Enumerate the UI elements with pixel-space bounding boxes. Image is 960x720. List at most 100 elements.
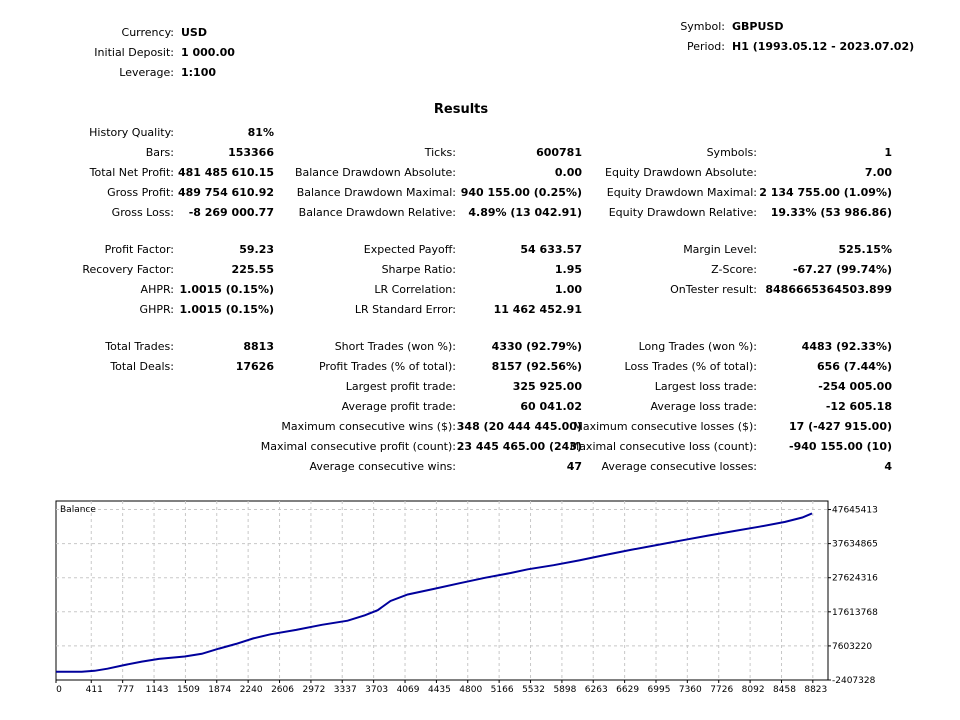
stat-value: 489 754 610.92 [177,186,274,199]
x-tick-label: 8823 [804,685,827,695]
stat-label: Profit Factor: [104,243,174,256]
chart-title: Balance [60,505,96,515]
stat-label: Largest profit trade: [345,380,456,393]
stat-label: Expected Payoff: [363,243,456,256]
y-tick-label: 37634865 [832,540,878,550]
stat-value: -67.27 (99.74%) [792,263,892,276]
stat-label: Loss Trades (% of total): [624,360,757,373]
y-tick-label: 47645413 [832,506,878,516]
y-tick-label: 27624316 [832,574,878,584]
stat-label: Balance Drawdown Absolute: [294,166,456,179]
x-tick-label: 2972 [302,685,325,695]
stat-value: 348 (20 444 445.00) [456,420,582,433]
x-tick-label: 5532 [522,685,545,695]
x-tick-label: 4800 [459,685,482,695]
stat-value: 60 041.02 [520,400,582,413]
stat-label: Balance Drawdown Maximal: [296,186,456,199]
x-tick-label: 1509 [177,685,200,695]
stat-value: 23 445 465.00 (243) [456,440,582,453]
stat-value: 1.0015 (0.15%) [179,303,275,316]
stat-value: 940 155.00 (0.25%) [460,186,582,199]
stat-value: 2 134 755.00 (1.09%) [759,186,892,199]
chart-frame [55,500,829,681]
stat-label: Balance Drawdown Relative: [298,206,456,219]
x-tick-label: 3703 [365,685,388,695]
stat-label: Equity Drawdown Relative: [608,206,757,219]
stat-label: Bars: [145,146,174,159]
stat-label: Short Trades (won %): [334,340,456,353]
stat-label: GHPR: [139,303,174,316]
stat-value: 4 [884,460,892,473]
stat-label: Z-Score: [711,263,757,276]
stat-label: Average consecutive losses: [601,460,757,473]
x-tick-label: 1143 [146,685,169,695]
x-tick-label: 4435 [428,685,451,695]
stat-label: History Quality: [89,126,174,139]
stat-value: 8813 [243,340,274,353]
stat-label: Gross Loss: [111,206,174,219]
stat-label: Symbols: [706,146,757,159]
stat-value: 153366 [228,146,274,159]
stat-value: 1.0015 (0.15%) [179,283,275,296]
x-tick-label: 5898 [553,685,576,695]
symbol-value: GBPUSD [732,20,784,33]
stat-label: Equity Drawdown Absolute: [605,166,757,179]
x-tick-label: 5166 [491,685,514,695]
stat-label: Total Net Profit: [89,166,174,179]
leverage-label: Leverage: [119,66,174,79]
period-value: H1 (1993.05.12 - 2023.07.02) [732,40,915,53]
x-tick-label: 8092 [742,685,765,695]
stat-value: 1.95 [554,263,582,276]
stat-value: 7.00 [864,166,892,179]
stat-label: Average profit trade: [341,400,456,413]
stat-value: -8 269 000.77 [188,206,274,219]
y-tick-label: 7603220 [832,642,872,652]
stat-label: Average loss trade: [650,400,757,413]
x-tick-label: 6629 [616,685,639,695]
stat-label: Total Deals: [110,360,174,373]
stat-value: 4330 (92.79%) [491,340,582,353]
stat-label: Total Trades: [105,340,174,353]
stat-label: Gross Profit: [107,186,174,199]
stat-value: 656 (7.44%) [816,360,892,373]
stat-value: -254 005.00 [818,380,892,393]
balance-line [56,512,813,673]
currency-value: USD [181,26,207,39]
stat-value: 4.89% (13 042.91) [468,206,582,219]
x-tick-label: 7726 [710,685,733,695]
x-tick-label: 7360 [679,685,702,695]
x-tick-label: 6263 [585,685,608,695]
x-tick-label: 4069 [397,685,420,695]
deposit-label: Initial Deposit: [94,46,174,59]
deposit-value: 1 000.00 [181,46,235,59]
stat-value: 225.55 [231,263,274,276]
x-tick-label: 2240 [240,685,263,695]
stat-value: 481 485 610.15 [177,166,274,179]
stat-label: Long Trades (won %): [638,340,757,353]
stat-label: Maximum consecutive losses ($): [573,420,757,433]
x-tick-label: 411 [86,685,103,695]
stat-label: AHPR: [140,283,174,296]
stat-label: LR Standard Error: [354,303,456,316]
stat-value: 19.33% (53 986.86) [770,206,892,219]
period-label: Period: [686,40,725,53]
x-tick-label: 2606 [271,685,294,695]
stat-value: 81% [247,126,274,139]
stat-label: OnTester result: [670,283,757,296]
stat-label: Equity Drawdown Maximal: [606,186,757,199]
stat-label: Largest loss trade: [654,380,757,393]
stat-value: 17 (-427 915.00) [789,420,892,433]
stat-value: 1.00 [554,283,582,296]
x-tick-label: 777 [117,685,134,695]
stat-value: 0.00 [554,166,582,179]
stat-value: 54 633.57 [520,243,582,256]
stat-label: LR Correlation: [374,283,456,296]
stat-value: 8486665364503.899 [765,283,892,296]
stat-value: 8157 (92.56%) [491,360,582,373]
stat-value: 47 [566,460,582,473]
stat-value: 325 925.00 [512,380,582,393]
x-tick-label: 1874 [208,685,231,695]
stat-value: -940 155.00 (10) [789,440,892,453]
stat-value: 525.15% [838,243,892,256]
